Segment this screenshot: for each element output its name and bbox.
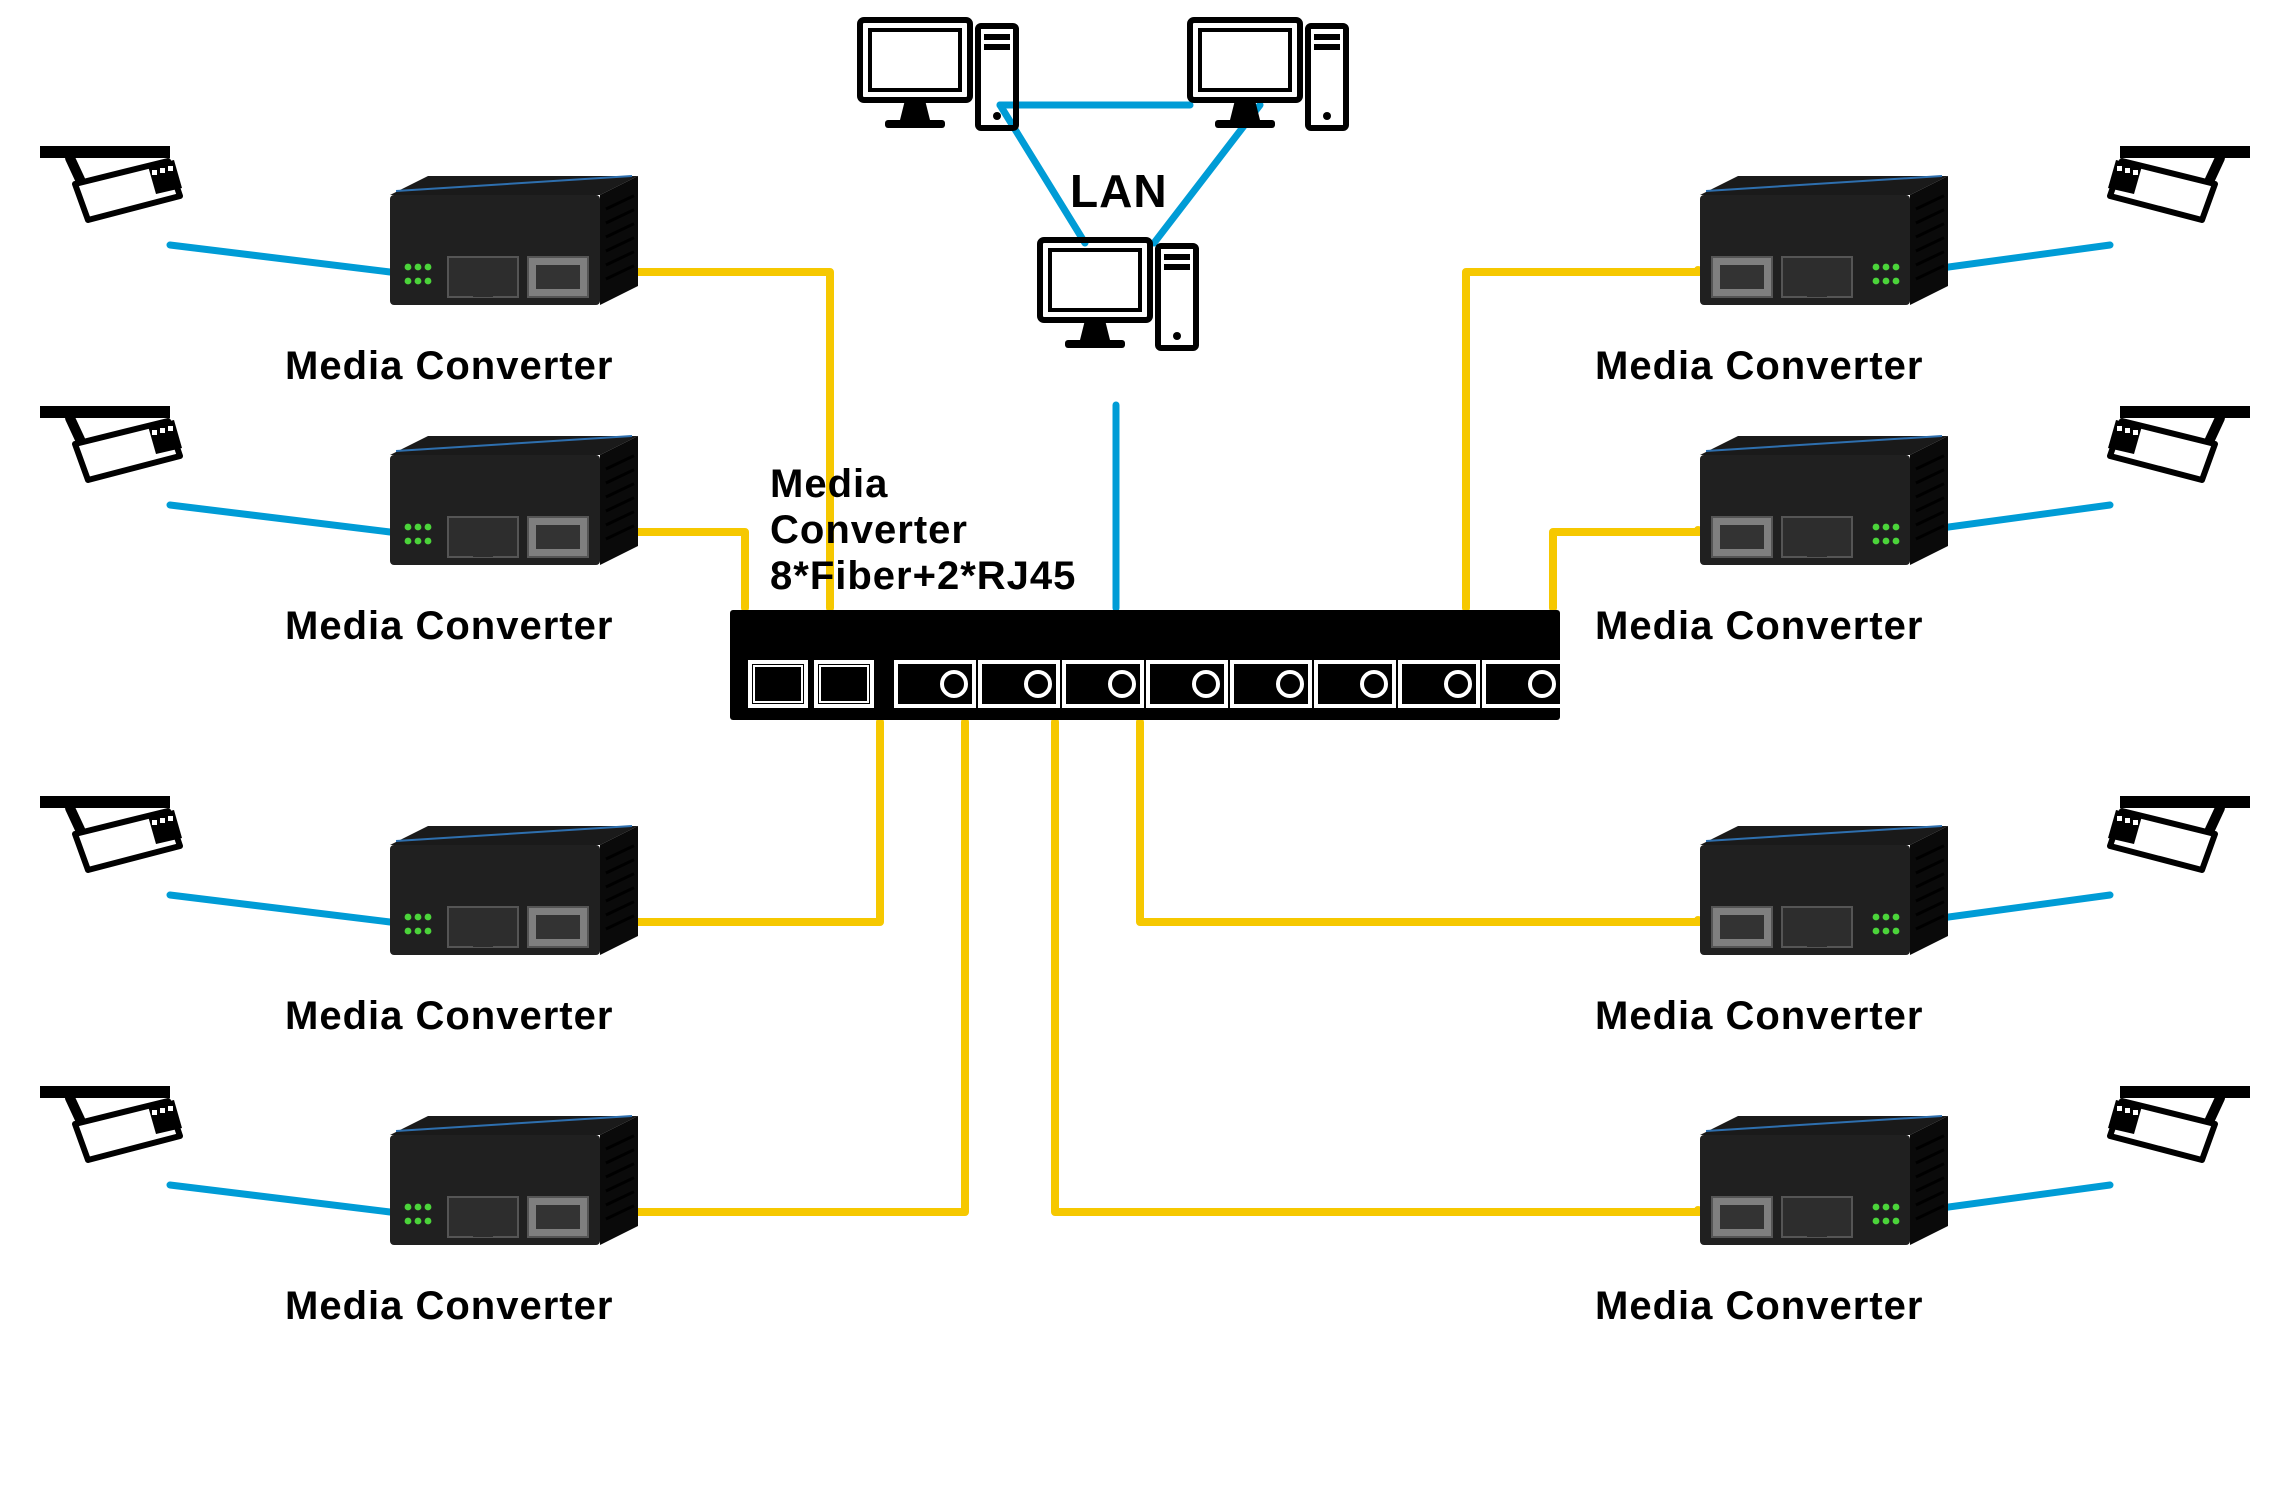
camera-icon (2108, 146, 2250, 220)
fiber-switch (730, 610, 1562, 720)
camera-icon (2108, 1086, 2250, 1160)
camera-icon (2108, 796, 2250, 870)
topology-diagram (0, 0, 2288, 1489)
switch-label-line1: Media (770, 462, 888, 507)
camera-icon (2108, 406, 2250, 480)
camera-icon (40, 796, 182, 870)
media-converter-label: Media Converter (1595, 604, 1923, 649)
media-converter-device (390, 176, 638, 305)
switch-label-line2: Converter (770, 508, 968, 553)
media-converter-label: Media Converter (1595, 344, 1923, 389)
media-converter-label: Media Converter (285, 344, 613, 389)
media-converter-device (1700, 826, 1948, 955)
camera-icon (40, 146, 182, 220)
media-converter-label: Media Converter (1595, 994, 1923, 1039)
media-converter-device (390, 1116, 638, 1245)
lan-label: LAN (1070, 164, 1168, 218)
media-converter-label: Media Converter (1595, 1284, 1923, 1329)
pc-icon (1190, 20, 1346, 128)
camera-icon (40, 1086, 182, 1160)
camera-icon (40, 406, 182, 480)
switch-label-line3: 8*Fiber+2*RJ45 (770, 554, 1076, 599)
media-converter-device (390, 436, 638, 565)
media-converter-device (1700, 1116, 1948, 1245)
media-converter-label: Media Converter (285, 604, 613, 649)
media-converter-device (390, 826, 638, 955)
pc-icon (860, 20, 1016, 128)
pc-icon (1040, 240, 1196, 348)
media-converter-label: Media Converter (285, 1284, 613, 1329)
media-converter-device (1700, 436, 1948, 565)
media-converter-label: Media Converter (285, 994, 613, 1039)
media-converter-device (1700, 176, 1948, 305)
